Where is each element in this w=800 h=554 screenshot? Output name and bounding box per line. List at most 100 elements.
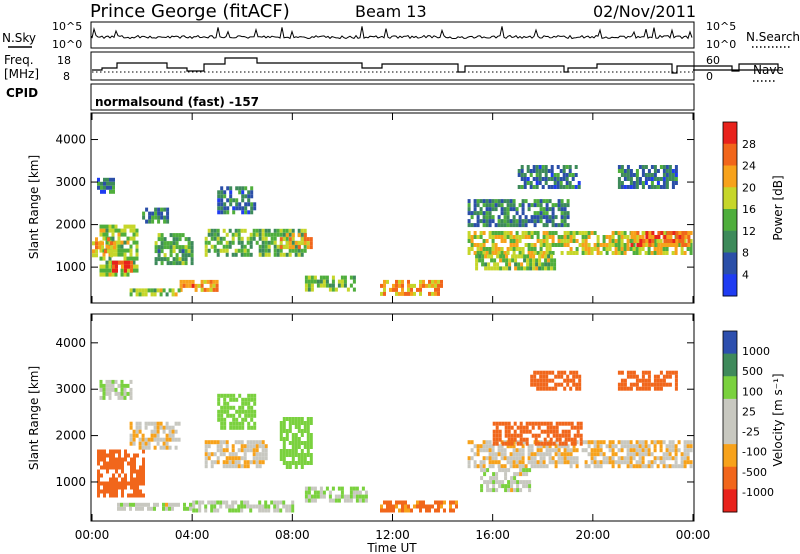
data-cell (536, 378, 540, 383)
data-cell (337, 486, 341, 491)
data-cell (364, 490, 368, 495)
data-cell (210, 508, 214, 513)
data-cell (629, 440, 633, 445)
data-cell (504, 476, 508, 481)
data-cell (620, 378, 624, 383)
data-cell (115, 268, 118, 273)
data-cell (476, 215, 480, 220)
data-cell (563, 203, 567, 208)
data-cell (522, 468, 526, 473)
data-cell (656, 239, 660, 243)
data-cell (97, 449, 100, 454)
data-cell (103, 189, 106, 194)
data-cell (127, 493, 130, 498)
data-cell (486, 488, 490, 493)
data-cell (194, 283, 198, 288)
data-cell (109, 489, 112, 494)
data-cell (683, 440, 687, 445)
data-cell (498, 433, 502, 438)
data-cell (306, 425, 310, 429)
data-cell (109, 481, 112, 486)
data-cell (112, 260, 115, 265)
data-cell (258, 444, 262, 449)
data-cell (225, 456, 229, 461)
data-cell (243, 456, 247, 461)
data-cell (552, 441, 556, 446)
data-cell (521, 460, 525, 465)
data-cell (253, 202, 257, 207)
data-cell (101, 241, 104, 246)
data-cell (587, 464, 591, 469)
data-cell (154, 241, 158, 246)
data-cell (527, 251, 531, 255)
data-cell (216, 444, 220, 449)
data-cell (662, 177, 666, 181)
data-cell (560, 223, 564, 228)
time-axis-label: Time UT (366, 541, 417, 554)
data-cell (316, 490, 320, 495)
data-cell (500, 203, 504, 208)
data-cell (404, 504, 407, 509)
data-cell (267, 244, 271, 249)
data-cell (303, 429, 307, 433)
data-cell (545, 247, 549, 251)
data-cell (216, 228, 220, 233)
data-cell (133, 477, 136, 482)
data-cell (674, 247, 678, 251)
data-cell (668, 169, 672, 173)
data-cell (635, 378, 639, 383)
data-cell (349, 490, 353, 495)
data-cell (644, 165, 648, 169)
data-cell (95, 241, 98, 246)
data-cell (115, 481, 118, 486)
data-cell (659, 382, 663, 387)
data-cell (258, 504, 262, 509)
data-cell (261, 452, 265, 457)
y-tick-label: 1000 (55, 475, 86, 489)
data-cell (110, 241, 113, 246)
data-cell (504, 421, 508, 426)
data-cell (168, 425, 172, 430)
data-cell (282, 417, 286, 421)
data-cell (551, 456, 555, 461)
data-cell (240, 248, 244, 253)
data-cell (102, 256, 106, 261)
data-cell (212, 279, 216, 284)
data-cell (220, 405, 224, 410)
data-cell (678, 235, 682, 239)
data-cell (243, 452, 247, 457)
data-cell (300, 241, 304, 246)
data-cell (551, 215, 555, 220)
data-cell (313, 275, 317, 280)
data-cell (550, 258, 554, 263)
data-cell (244, 417, 248, 422)
data-cell (577, 181, 581, 185)
data-cell (120, 383, 124, 388)
data-cell (560, 199, 564, 204)
data-cell (550, 177, 554, 181)
data-cell (241, 198, 245, 203)
data-cell (553, 177, 557, 181)
data-cell (428, 504, 431, 509)
data-cell (677, 243, 681, 247)
data-cell (526, 254, 530, 259)
data-cell (244, 210, 248, 215)
data-cell (120, 248, 124, 253)
data-cell (520, 165, 524, 169)
data-cell (162, 506, 165, 511)
data-cell (576, 433, 580, 438)
data-cell (419, 283, 422, 288)
data-cell (285, 461, 289, 465)
data-cell (133, 465, 136, 470)
data-cell (520, 254, 524, 259)
data-cell (422, 283, 425, 288)
data-cell (599, 444, 603, 449)
data-cell (515, 452, 519, 457)
data-cell (545, 203, 549, 208)
data-cell (534, 433, 538, 438)
data-cell (532, 258, 536, 263)
data-cell (107, 245, 110, 250)
date-title: 02/Nov/2011 (593, 2, 696, 21)
data-cell (523, 173, 527, 177)
data-cell (559, 177, 563, 181)
